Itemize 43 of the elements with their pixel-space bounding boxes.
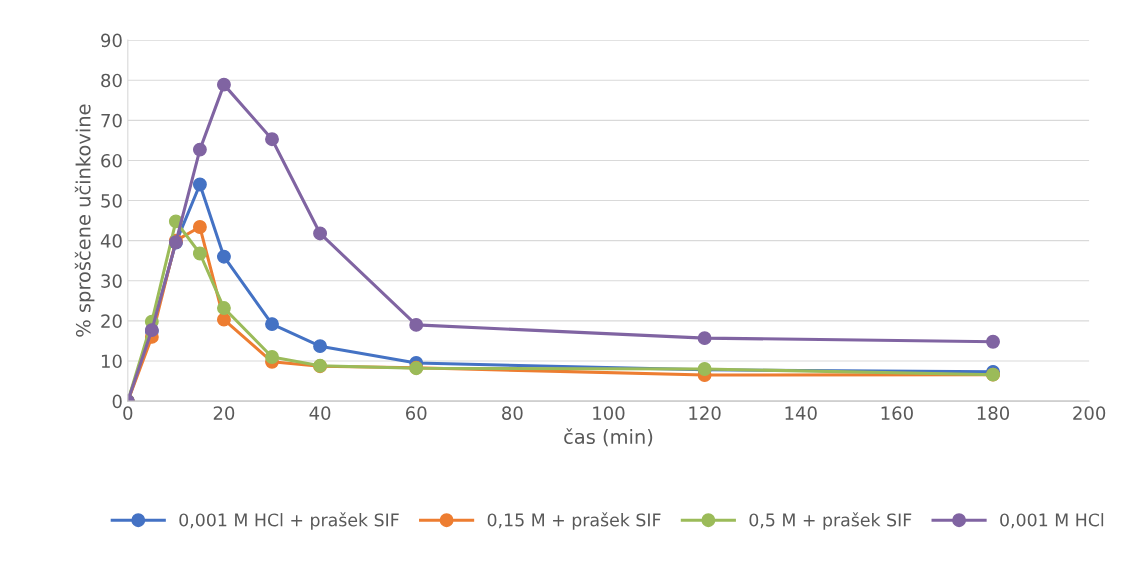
point [265, 317, 279, 332]
point [216, 312, 231, 327]
y-tick-label: 80 [101, 73, 122, 88]
x-tick-label: 160 [881, 406, 913, 420]
legend-label: 0,5 M + prašek SIF [749, 512, 912, 530]
x-axis-title: čas (min) [564, 428, 653, 447]
y-tick-label: 20 [101, 314, 122, 328]
point [192, 142, 207, 157]
y-tick-label: 40 [100, 234, 122, 248]
point [192, 246, 207, 261]
point [216, 301, 231, 315]
x-tick-label: 140 [785, 406, 817, 420]
legend-label: 0,001 M HCl + prašek SIF [179, 512, 399, 530]
y-tick-label: 0 [112, 394, 122, 409]
legend-label: 0,001 M HCl [1000, 513, 1104, 529]
x-tick-label: 100 [593, 406, 625, 420]
y-tick-label: 70 [101, 113, 122, 128]
x-tick-label: 20 [213, 406, 235, 420]
point [265, 132, 279, 147]
point [265, 350, 279, 364]
x-tick-label: 80 [502, 406, 523, 420]
point [409, 317, 424, 332]
legend-label: 0,15 M + prašek SIF [487, 512, 661, 530]
y-tick-label: 50 [101, 194, 122, 208]
point [216, 77, 231, 92]
y-tick-label: 60 [101, 153, 122, 168]
y-tick-label: 30 [101, 274, 122, 288]
point [986, 334, 1000, 349]
point [313, 226, 328, 241]
x-tick-label: 200 [1073, 406, 1106, 420]
x-tick-label: 60 [405, 406, 427, 420]
x-tick-label: 180 [977, 406, 1010, 420]
point [216, 249, 231, 264]
point [192, 177, 207, 192]
x-tick-label: 0 [123, 406, 133, 420]
y-tick-label: 90 [101, 33, 122, 48]
point [192, 220, 207, 234]
point [697, 331, 712, 346]
y-axis-title: % sproščene učinkovine [74, 104, 95, 337]
point [313, 339, 328, 354]
x-tick-label: 120 [689, 406, 721, 420]
y-tick-label: 10 [101, 354, 122, 369]
x-tick-label: 40 [309, 406, 331, 420]
